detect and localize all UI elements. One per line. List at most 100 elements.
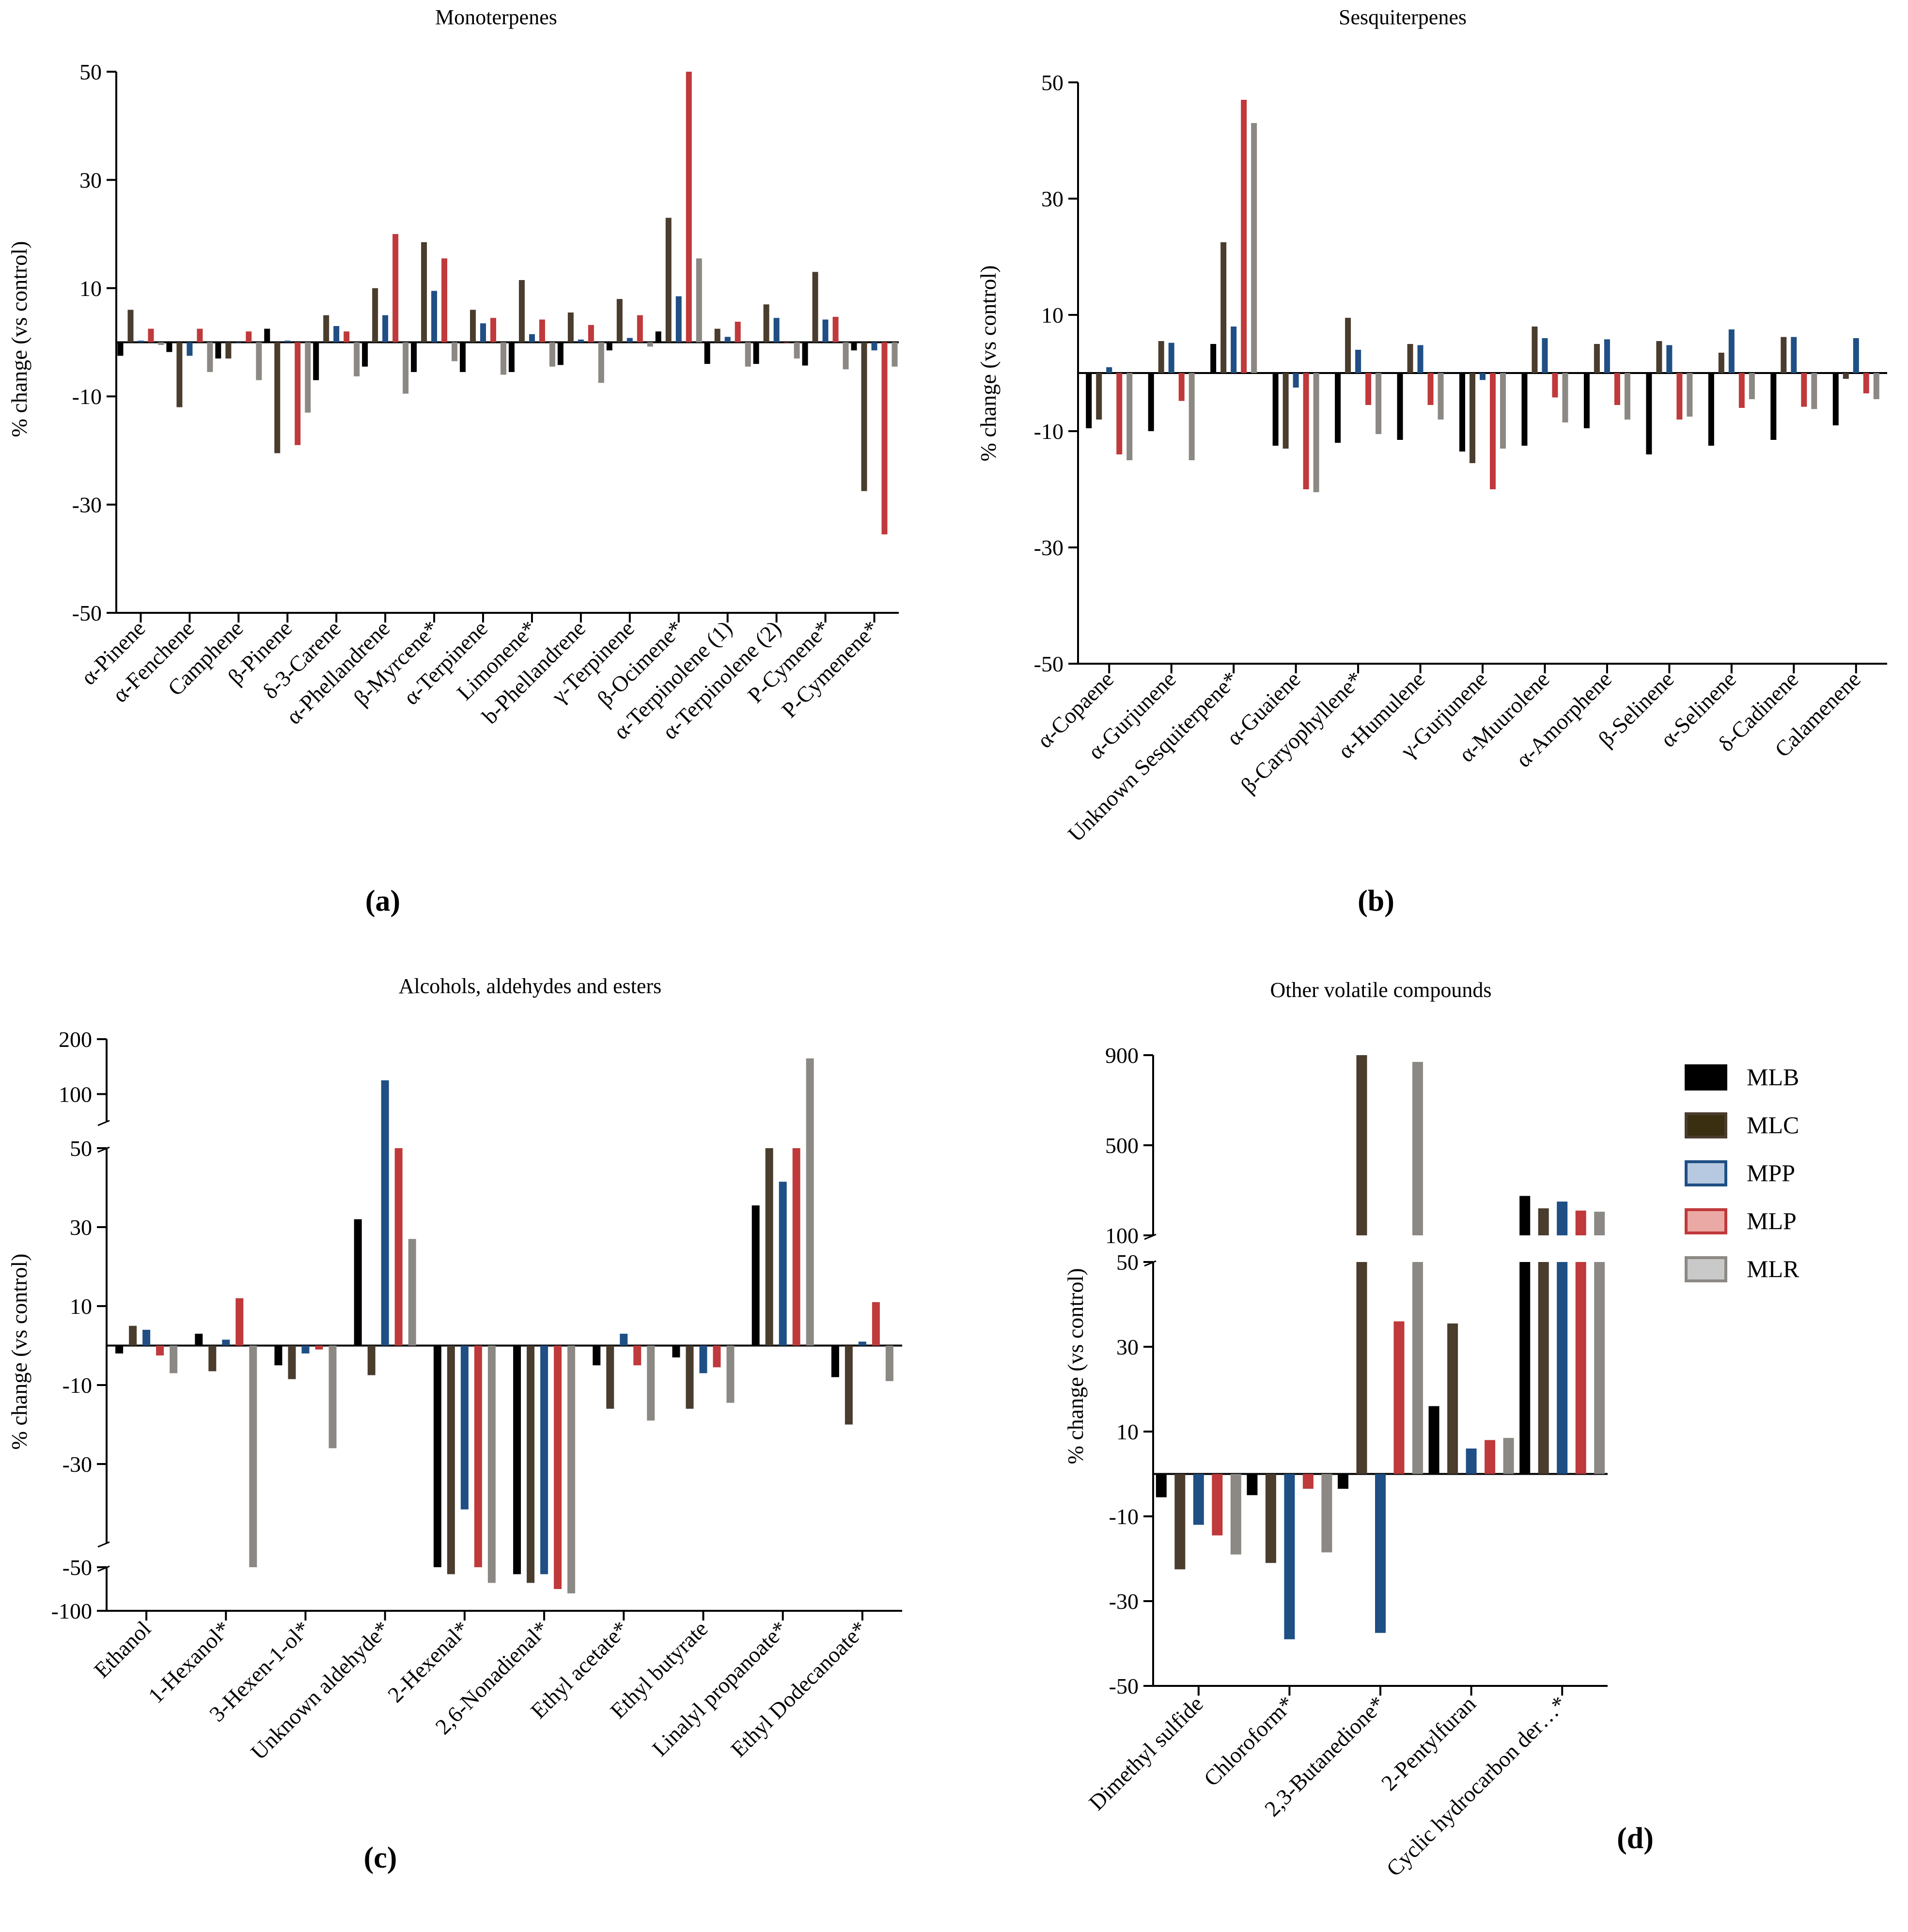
bar-humulene-mlc (1407, 344, 1413, 373)
bar-1-hexanol-mpp-part-1 (222, 1340, 230, 1346)
bar-p-cymenene-mlb (851, 342, 857, 351)
bar-3-carene-mlp (344, 331, 350, 343)
bar-2-3-butanedione-mlc (1356, 1262, 1367, 1474)
axis-break-mark-1-high (97, 1146, 110, 1153)
y-tick-label--50: -50 (63, 1555, 92, 1580)
bar-ocimene-mpp (675, 296, 682, 343)
panel-c-title: Alcohols, aldehydes and esters (399, 974, 662, 998)
legend-swatch-mlc (1685, 1112, 1727, 1138)
bar-b-phellandrene-mlr (598, 342, 604, 383)
bar-phellandrene-mlr (403, 342, 409, 394)
bar-myrcene-mlp (441, 258, 448, 343)
bar-cyclic-hydrocarbon-der-mlc-part-1 (1538, 1208, 1549, 1235)
bar-2-pentylfuran-mlp (1485, 1440, 1496, 1474)
bar-2-3-butanedione-mpp (1375, 1474, 1386, 1633)
x-tick-label-unknown-aldehyde: Unknown aldehyde* (246, 1616, 394, 1764)
y-tick-label--30: -30 (1034, 535, 1063, 560)
bar-linalyl-propanoate-mpp-part-1 (779, 1182, 787, 1346)
bar-p-cymene-mpp (822, 319, 829, 343)
bar-p-cymenene-mpp (871, 342, 877, 351)
bar-limonene-mlr (549, 342, 555, 367)
bar-cadinene-mlb (1770, 373, 1777, 440)
bar-2-6-nonadienal-mlr-part-1 (567, 1345, 576, 1567)
bar-dimethyl-sulfide-mlr (1230, 1474, 1241, 1555)
y-tick-label-200: 200 (59, 1027, 92, 1052)
bar-muurolene-mlp (1552, 373, 1558, 398)
bar-chloroform-mlc (1265, 1474, 1276, 1563)
bar-ocimene-mlp (686, 72, 692, 343)
bar-copaene-mlb (1086, 373, 1092, 428)
bar-unknown-aldehyde-mlr-part-1 (408, 1239, 416, 1346)
bar-calamenene-mlc (1843, 373, 1849, 379)
x-tick-label-linalyl-propanoate: Linalyl propanoate* (647, 1616, 792, 1761)
axis-break-mark-0-high (1144, 1260, 1157, 1267)
bar-cyclic-hydrocarbon-der-mlr-part-1 (1594, 1212, 1605, 1235)
y-tick-label-10: 10 (1041, 303, 1063, 327)
bar-ethyl-acetate-mlc-part-1 (606, 1345, 614, 1409)
bar-limonene-mlp (539, 319, 545, 343)
bar-gurjunene-mpp (1480, 373, 1486, 380)
y-tick-label-50: 50 (79, 60, 102, 84)
bar-2-pentylfuran-mlc (1447, 1323, 1458, 1474)
bar-p-cymene-mlr (843, 342, 849, 370)
bar-cadinene-mlp (1801, 373, 1807, 407)
bar-myrcene-mlr (452, 342, 458, 361)
bar-ethyl-butyrate-mlr-part-1 (726, 1345, 735, 1403)
bar-2-hexenal-mpp-part-1 (460, 1345, 469, 1510)
panel-a-title: Monoterpenes (435, 5, 557, 29)
y-tick-label--30: -30 (63, 1452, 92, 1477)
bar-amorphene-mlb (1583, 373, 1590, 428)
bar-1-hexanol-mlr-part-1 (249, 1345, 257, 1567)
bar-pinene-mlp (148, 328, 154, 343)
bar-2-6-nonadienal-mpp-part-1 (540, 1345, 548, 1567)
bar-humulene-mlp (1427, 373, 1434, 405)
y-tick-label--10: -10 (1034, 419, 1063, 444)
bar-linalyl-propanoate-mlb-part-1 (751, 1205, 760, 1346)
axis-break-mark-1-low (1144, 1233, 1157, 1240)
bar-phellandrene-mpp (382, 315, 389, 343)
bar-ethanol-mlb-part-1 (115, 1345, 124, 1354)
bar-dimethyl-sulfide-mlp (1212, 1474, 1223, 1536)
bar-terpinolene-2-mpp (773, 318, 780, 343)
bar-selinene-mpp (1666, 345, 1673, 373)
bar-muurolene-mpp (1542, 338, 1548, 373)
bar-cyclic-hydrocarbon-der-mpp (1557, 1262, 1568, 1474)
bar-b-phellandrene-mlb (557, 342, 563, 365)
y-tick-label-30: 30 (70, 1215, 92, 1240)
bar-selinene-mlc (1656, 341, 1662, 373)
bar-gurjunene-mpp (1168, 343, 1174, 373)
bar-humulene-mlr (1438, 373, 1444, 420)
legend-swatch-mlb (1685, 1064, 1727, 1091)
bar-amorphene-mlc (1594, 344, 1600, 373)
bar-2-3-butanedione-mlc-part-1 (1356, 1055, 1367, 1235)
bar-selinene-mlr (1749, 373, 1755, 399)
bar-p-cymene-mlp (832, 317, 839, 343)
bar-b-phellandrene-mlc (567, 312, 574, 343)
bar-linalyl-propanoate-mlc-part-1 (765, 1148, 773, 1346)
panel-a-y-axis-label: % change (vs control) (7, 241, 31, 437)
panel-d-label: (d) (1617, 1822, 1654, 1855)
bar-terpinene-mlb (460, 342, 466, 372)
bar-2-hexenal-mlr-part-1 (487, 1345, 496, 1567)
y-tick-label--50: -50 (1034, 652, 1063, 676)
bar-2-3-butanedione-mlp (1393, 1321, 1405, 1474)
bar-pinene-mlc (274, 342, 281, 453)
bar-2-6-nonadienal-mlb-part-1 (513, 1345, 521, 1567)
bar-terpinolene-1-mlp (735, 322, 741, 343)
bar-unknown-sesquiterpene-mlc (1220, 242, 1227, 373)
bar-2-6-nonadienal-mlb (513, 1567, 521, 1574)
panel-d-x-tick-labels: Dimethyl sulfideChloroform*2,3-Butanedio… (1084, 1691, 1571, 1881)
bar-ethanol-mlc-part-1 (129, 1325, 137, 1346)
bar-cyclic-hydrocarbon-der-mlb (1519, 1262, 1531, 1474)
bar-ocimene-mlb (655, 331, 661, 343)
bar-terpinolene-1-mpp (724, 337, 731, 343)
bar-ethanol-mlp-part-1 (156, 1345, 164, 1356)
bar-guaiene-mpp (1293, 373, 1299, 388)
panel-c-bars (115, 1058, 893, 1593)
bar-guaiene-mlb (1272, 373, 1279, 446)
y-tick-label--50: -50 (1109, 1674, 1139, 1698)
bar-p-cymenene-mlp (881, 342, 888, 535)
y-tick-label-50: 50 (70, 1136, 92, 1161)
bar-ethyl-acetate-mpp-part-1 (620, 1334, 628, 1346)
bar-chloroform-mlp (1302, 1474, 1314, 1489)
